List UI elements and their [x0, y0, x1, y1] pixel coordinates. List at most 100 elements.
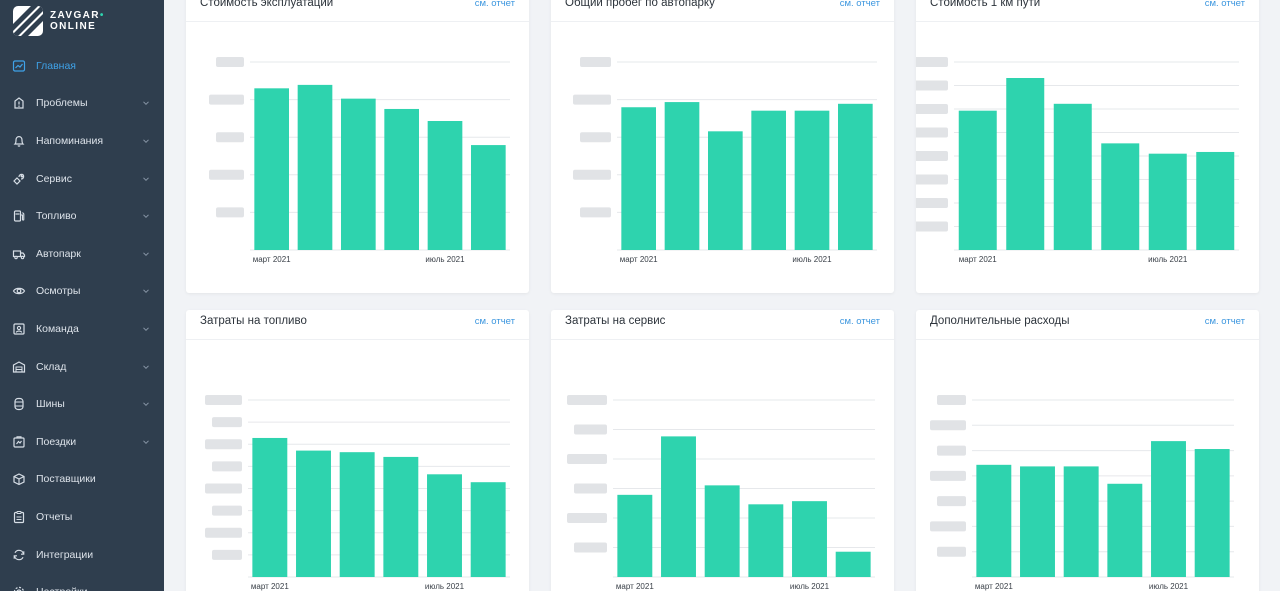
y-tick-label-blurred [567, 513, 607, 523]
sidebar-item-eye[interactable]: Осмотры [0, 273, 164, 311]
y-tick-label-blurred [216, 57, 244, 67]
sidebar-item-gear[interactable]: Настройки [0, 573, 164, 591]
y-tick-label-blurred [212, 461, 242, 472]
sidebar-item-clipboard[interactable]: Отчеты [0, 498, 164, 536]
see-report-link[interactable]: см. отчет [839, 316, 880, 327]
bar [341, 98, 376, 250]
logo-line1: ZAVGAR [50, 10, 100, 21]
sidebar-item-label: Поездки [36, 435, 77, 448]
card-header: Затраты на топливо см. отчет [186, 310, 529, 340]
sidebar-item-wrench[interactable]: Сервис [0, 160, 164, 198]
chevron-down-icon [143, 440, 149, 444]
bar [297, 84, 333, 250]
y-tick-label-blurred [930, 420, 966, 431]
bar [704, 485, 740, 577]
chevron-down-icon [143, 177, 149, 181]
card-cost-per-km: Стоимость 1 км пути см. отчет март 2021 и… [916, 0, 1259, 293]
see-report-link[interactable]: см. отчет [1204, 0, 1245, 9]
y-tick-label-blurred [916, 80, 948, 91]
chart-service-costs: март 2021 июль 2021 [567, 395, 875, 591]
chart-cost-per-km: март 2021 июль 2021 [916, 57, 1239, 264]
sidebar-item-route[interactable]: Поездки [0, 423, 164, 461]
badge-icon [12, 322, 26, 336]
card-total-mileage: Общий пробег по автопарку см. отчет март… [551, 0, 894, 293]
y-tick-label-blurred [209, 94, 244, 105]
card-header: Затраты на сервис см. отчет [551, 310, 894, 340]
x-tick-label: март 2021 [975, 582, 1013, 591]
sidebar-item-truck[interactable]: Автопарк [0, 235, 164, 273]
sidebar-item-fuel[interactable]: Топливо [0, 197, 164, 235]
card-additional-expenses: Дополнительные расходы см. отчет март 20… [916, 310, 1259, 591]
sidebar-item-badge[interactable]: Команда [0, 310, 164, 348]
x-tick-label: июль 2021 [1148, 255, 1188, 264]
bar [1020, 466, 1055, 577]
clipboard-icon [12, 510, 26, 524]
bar [254, 88, 289, 250]
warning-icon [12, 96, 26, 110]
bar [1148, 153, 1187, 250]
chevron-down-icon [143, 402, 149, 407]
y-tick-label-blurred [212, 549, 242, 560]
y-tick-label-blurred [216, 207, 244, 218]
chevron-down-icon [143, 289, 149, 294]
logo-text: ZAVGAR• ONLINE [50, 10, 105, 32]
y-tick-label-blurred [580, 132, 611, 143]
y-tick-label-blurred [573, 94, 611, 105]
sidebar-item-box[interactable]: Поставщики [0, 461, 164, 499]
chevron-down-icon [143, 252, 149, 256]
y-tick-label-blurred [212, 417, 242, 428]
see-report-link[interactable]: см. отчет [1204, 316, 1245, 327]
y-tick-label-blurred [573, 169, 611, 180]
bar [838, 103, 873, 250]
bar [617, 494, 653, 577]
y-tick-label-blurred [937, 546, 966, 557]
sidebar-item-label: Напоминания [36, 134, 104, 147]
sidebar-menu: Главная Проблемы Напоминания Сервис Топливо А… [0, 47, 164, 591]
sidebar-item-warning[interactable]: Проблемы [0, 85, 164, 123]
dashboard-icon [12, 59, 26, 73]
bar [835, 551, 871, 577]
bar [664, 102, 700, 250]
bar [621, 107, 656, 251]
bar [661, 436, 696, 577]
card-title: Затраты на топливо [200, 315, 307, 327]
y-tick-label-blurred [916, 198, 948, 208]
y-tick-label-blurred [212, 505, 242, 516]
x-tick-label: март 2021 [251, 582, 289, 591]
see-report-link[interactable]: см. отчет [474, 316, 515, 327]
y-tick-label-blurred [930, 521, 966, 532]
bar [471, 145, 506, 250]
sidebar-item-tire[interactable]: Шины [0, 385, 164, 423]
eye-icon [12, 284, 26, 298]
app-logo[interactable]: ZAVGAR• ONLINE [13, 6, 105, 36]
bar [1053, 103, 1092, 250]
bar [384, 108, 419, 251]
y-tick-label-blurred [205, 395, 242, 405]
bar [339, 452, 375, 577]
card-header: Дополнительные расходы см. отчет [916, 310, 1259, 340]
sidebar-item-sync[interactable]: Интеграции [0, 536, 164, 574]
y-tick-label-blurred [567, 454, 607, 464]
sidebar-item-warehouse[interactable]: Склад [0, 348, 164, 386]
bar [383, 456, 419, 577]
y-tick-label-blurred [216, 132, 244, 143]
chart-additional-expenses: март 2021 июль 2021 [930, 395, 1234, 591]
wrench-icon [12, 172, 26, 186]
bar [792, 501, 827, 577]
chevron-down-icon [143, 214, 149, 219]
sidebar-item-dashboard[interactable]: Главная [0, 47, 164, 85]
see-report-link[interactable]: см. отчет [839, 0, 880, 9]
bell-icon [12, 134, 26, 148]
sidebar-item-bell[interactable]: Напоминания [0, 122, 164, 160]
warehouse-icon [12, 360, 26, 374]
see-report-link[interactable]: см. отчет [474, 0, 515, 9]
x-tick-label: март 2021 [620, 255, 658, 264]
card-title: Дополнительные расходы [930, 315, 1070, 327]
y-tick-label-blurred [574, 424, 607, 435]
truck-icon [12, 247, 26, 261]
x-tick-label: март 2021 [253, 255, 291, 264]
bar [748, 504, 784, 577]
box-icon [12, 472, 26, 486]
sidebar-item-label: Шины [36, 398, 65, 411]
x-tick-label: июль 2021 [425, 255, 465, 264]
